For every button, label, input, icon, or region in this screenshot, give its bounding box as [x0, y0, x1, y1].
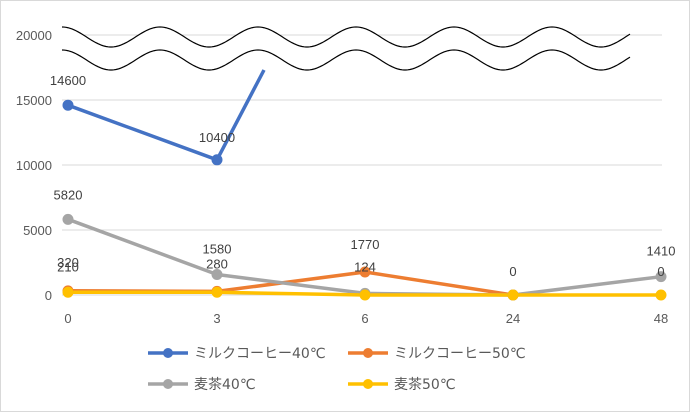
- data-point: [62, 286, 74, 298]
- data-point: [211, 154, 223, 166]
- x-tick-label: 0: [64, 311, 71, 326]
- data-label: 320: [57, 255, 79, 270]
- data-point: [655, 289, 667, 301]
- legend-swatch-marker: [163, 348, 173, 358]
- x-tick-label: 3: [213, 311, 220, 326]
- data-point: [359, 289, 371, 301]
- legend-label: ミルクコーヒー50℃: [394, 346, 526, 362]
- x-tick-label: 24: [506, 311, 520, 326]
- data-point: [211, 268, 223, 280]
- axis-break-line-bottom: [61, 49, 631, 71]
- series-line-continuation: [215, 69, 266, 161]
- data-labels: 14600 10400 320 280 1770 0 5820 1580 124 1410 210 0: [50, 73, 676, 279]
- series-line: [66, 103, 219, 162]
- data-label: 5820: [54, 187, 83, 202]
- legend-item: ミルクコーヒー50℃: [348, 346, 526, 362]
- data-label: 10400: [199, 130, 235, 145]
- y-tick-label: 0: [45, 288, 52, 303]
- data-label: 280: [206, 256, 228, 271]
- legend-swatch-marker: [363, 379, 373, 389]
- data-point: [62, 99, 74, 111]
- x-tick-label: 48: [654, 311, 668, 326]
- axis-break-line-top: [61, 26, 631, 48]
- axis-break-band: [62, 27, 630, 70]
- series-markers: [62, 99, 667, 301]
- y-tick-label: 5000: [23, 223, 52, 238]
- legend-swatch-marker: [163, 379, 173, 389]
- data-label: 124: [354, 259, 376, 274]
- data-label: 1410: [647, 244, 676, 259]
- legend: ミルクコーヒー40℃ ミルクコーヒー50℃ 麦茶40℃ 麦茶50℃: [148, 346, 526, 393]
- y-axis-ticks: 0 5000 10000 15000 20000: [16, 28, 52, 303]
- data-point: [211, 286, 223, 298]
- legend-item: ミルクコーヒー40℃: [148, 346, 326, 362]
- legend-label: 麦茶50℃: [394, 377, 456, 393]
- y-tick-label: 10000: [16, 158, 52, 173]
- data-point: [507, 289, 519, 301]
- data-point: [359, 266, 371, 278]
- legend-label: 麦茶40℃: [194, 377, 256, 393]
- data-label: 1580: [203, 241, 232, 256]
- legend-swatch-marker: [363, 348, 373, 358]
- data-label: 0: [657, 264, 664, 279]
- legend-label: ミルクコーヒー40℃: [194, 346, 326, 362]
- data-label: 210: [57, 259, 79, 274]
- legend-item: 麦茶50℃: [348, 377, 456, 393]
- legend-item: 麦茶40℃: [148, 377, 256, 393]
- data-point: [62, 213, 74, 225]
- x-axis-ticks: 0 3 6 24 48: [64, 311, 668, 326]
- x-tick-label: 6: [361, 311, 368, 326]
- data-point: [655, 271, 667, 283]
- y-tick-label: 20000: [16, 28, 52, 43]
- data-label: 0: [509, 264, 516, 279]
- axis-break: [61, 26, 631, 71]
- y-tick-label: 15000: [16, 93, 52, 108]
- data-label: 14600: [50, 73, 86, 88]
- data-label: 1770: [351, 237, 380, 252]
